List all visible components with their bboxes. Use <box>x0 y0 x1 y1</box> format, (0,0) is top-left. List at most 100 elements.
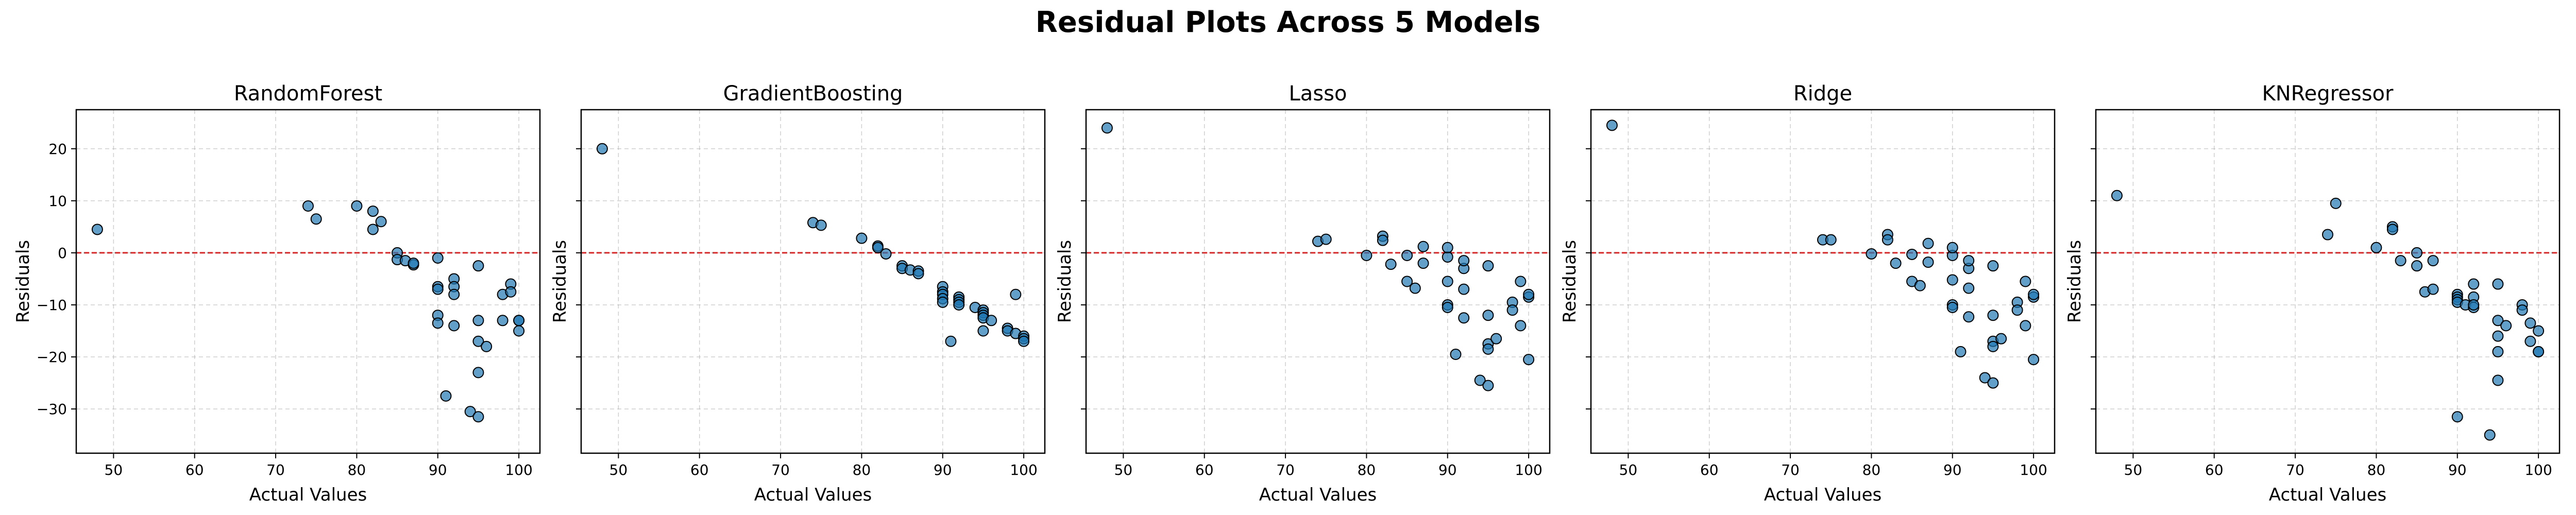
x-tick-label: 60 <box>690 461 709 478</box>
data-point <box>408 258 419 269</box>
data-point <box>1377 234 1388 246</box>
panel-ridge: 50 60 70 80 90 100 Ridge Actual Values Residuals <box>1560 82 2056 505</box>
y-axis-label: Residuals <box>2064 240 2085 323</box>
data-point <box>1442 302 1453 314</box>
data-point <box>2111 190 2123 201</box>
data-point <box>464 406 476 418</box>
data-point <box>1417 241 1429 252</box>
data-point <box>815 219 827 231</box>
data-point <box>2484 429 2496 441</box>
data-point <box>1523 354 1535 366</box>
data-point <box>1401 276 1413 287</box>
data-point <box>1442 276 1453 287</box>
panel-gradientboosting: 50 60 70 80 90 100 GradientBoosting Actual Valu… <box>550 82 1046 505</box>
x-tick-label: 80 <box>1358 461 1376 478</box>
data-point <box>1963 282 1975 294</box>
panel-title: KNRegressor <box>2262 82 2394 106</box>
data-point <box>1482 310 1494 321</box>
data-point <box>856 232 868 244</box>
data-point <box>1010 288 1022 300</box>
x-axis-label: Actual Values <box>2269 485 2386 505</box>
data-point <box>2427 283 2439 295</box>
data-point <box>2395 255 2406 267</box>
panel-title: RandomForest <box>234 82 382 106</box>
figure-title: Residual Plots Across 5 Models <box>1036 6 1540 39</box>
data-point <box>2028 354 2040 366</box>
data-point <box>1490 333 1502 345</box>
data-point <box>2533 325 2545 337</box>
axes-frame <box>75 109 541 454</box>
data-point <box>1385 259 1397 270</box>
panel-title: Lasso <box>1289 82 1347 106</box>
data-point <box>2370 242 2382 253</box>
data-point <box>2427 255 2439 267</box>
x-tick-label: 60 <box>2205 461 2224 478</box>
y-tick-label: 0 <box>58 245 67 262</box>
data-point <box>432 252 444 264</box>
data-point <box>2011 304 2023 316</box>
data-point <box>2492 346 2504 357</box>
data-point <box>2524 317 2536 329</box>
y-tick-label: −10 <box>37 297 67 314</box>
data-point <box>2524 335 2536 347</box>
data-point <box>1882 234 1893 246</box>
x-tick-label: 70 <box>2286 461 2304 478</box>
data-point <box>302 200 314 212</box>
data-point <box>937 296 948 308</box>
data-point <box>375 216 387 228</box>
x-tick-label: 70 <box>266 461 285 478</box>
data-point <box>1922 256 1934 268</box>
x-tick-label: 80 <box>1862 461 1881 478</box>
x-tick-label: 90 <box>1438 461 1457 478</box>
data-point <box>497 315 509 327</box>
data-point <box>1606 119 1618 131</box>
x-tick-label: 50 <box>2124 461 2143 478</box>
data-point <box>953 299 965 311</box>
data-point <box>596 143 608 154</box>
data-point <box>1987 310 1999 321</box>
data-point <box>448 288 460 300</box>
data-point <box>1866 248 1877 260</box>
x-tick-label: 50 <box>609 461 628 478</box>
y-tick-label: 10 <box>48 193 67 210</box>
data-point <box>1987 340 1999 352</box>
data-point <box>1523 288 1535 300</box>
data-point <box>310 213 322 225</box>
data-point <box>2492 278 2504 290</box>
data-point <box>872 242 884 253</box>
x-axis-label: Actual Values <box>754 485 872 505</box>
data-point <box>351 200 363 212</box>
data-point <box>440 390 452 402</box>
data-point <box>481 340 493 352</box>
data-point <box>2500 320 2512 332</box>
data-point <box>986 315 997 327</box>
x-tick-label: 90 <box>1943 461 1962 478</box>
panel-lasso: 50 60 70 80 90 100 Lasso Actual Values Residuals <box>1055 82 1551 505</box>
y-axis-label: Residuals <box>13 240 33 323</box>
data-point <box>2451 411 2463 423</box>
data-point <box>1458 255 1470 267</box>
data-point <box>2020 276 2031 287</box>
data-point <box>1409 282 1421 294</box>
data-point <box>1474 374 1486 386</box>
panel-randomforest: 50 60 70 80 90 10020100−10−20−30RandomForestA… <box>13 82 541 505</box>
x-tick-label: 70 <box>1781 461 1800 478</box>
data-point <box>472 411 484 423</box>
data-point <box>1979 372 1991 384</box>
x-tick-label: 90 <box>429 461 447 478</box>
data-point <box>1914 280 1926 291</box>
y-axis-label: Residuals <box>550 240 570 323</box>
data-point <box>448 320 460 332</box>
data-point <box>1482 343 1494 355</box>
x-tick-label: 50 <box>1114 461 1133 478</box>
data-point <box>2533 346 2545 357</box>
x-axis-label: Actual Values <box>249 485 367 505</box>
x-tick-label: 80 <box>2367 461 2386 478</box>
data-point <box>1946 242 1958 253</box>
x-tick-label: 50 <box>1619 461 1638 478</box>
data-point <box>2322 229 2333 241</box>
y-tick-label: −20 <box>37 349 67 366</box>
data-point <box>1995 333 2007 345</box>
data-point <box>1946 274 1958 286</box>
